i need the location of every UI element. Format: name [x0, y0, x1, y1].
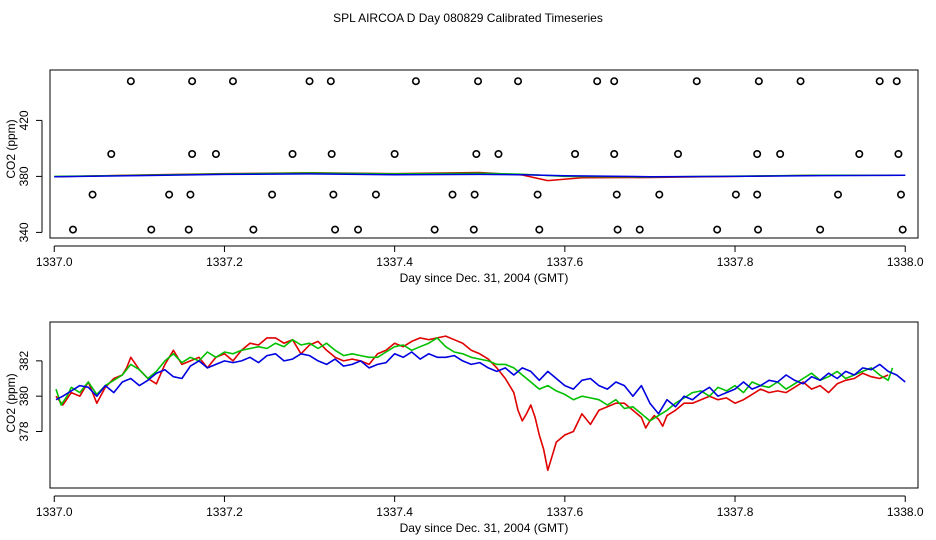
- scatter-point: [635, 225, 644, 234]
- x-tick-label: 1337.2: [206, 255, 243, 269]
- series-line-red: [55, 335, 889, 472]
- scatter-point: [126, 77, 135, 86]
- scatter-point: [713, 225, 722, 234]
- scatter-point: [147, 225, 156, 234]
- x-tick-label: 1338.0: [887, 255, 924, 269]
- plot-frame: [49, 321, 919, 489]
- bottom-panel-xlabel: Day since Dec. 31, 2004 (GMT): [400, 521, 569, 535]
- scatter-point: [390, 150, 399, 159]
- scatter-point: [165, 190, 174, 199]
- scatter-point: [305, 77, 314, 86]
- scatter-point: [107, 150, 116, 159]
- scatter-point: [326, 77, 335, 86]
- x-tick-label: 1337.8: [717, 255, 754, 269]
- x-tick-label: 1337.4: [376, 505, 413, 519]
- scatter-point: [535, 225, 544, 234]
- top-panel-ylabel: CO2 (ppm): [4, 119, 18, 178]
- scatter-point: [354, 225, 363, 234]
- x-tick-label: 1337.0: [36, 505, 73, 519]
- series-line-blue: [54, 173, 906, 178]
- scatter-point: [249, 225, 258, 234]
- top-panel: 1337.0 1337.2 1337.4 1337.6 1337.8 1338.0 340 3…: [17, 69, 924, 269]
- scatter-point: [228, 77, 237, 86]
- scatter-point: [834, 190, 843, 199]
- top-panel-xlabel: Day since Dec. 31, 2004 (GMT): [400, 271, 569, 285]
- bottom-panel: 1337.0 1337.2 1337.4 1337.6 1337.8 1338.0 378 3…: [17, 321, 924, 519]
- scatter-point: [796, 77, 805, 86]
- series-line-green: [55, 337, 894, 422]
- scatter-point: [731, 190, 740, 199]
- scatter-point: [331, 225, 340, 234]
- scatter-point: [430, 225, 439, 234]
- scatter-point: [188, 77, 197, 86]
- scatter-point: [371, 190, 380, 199]
- scatter-point: [448, 190, 457, 199]
- bottom-panel-ylabel: CO2 (ppm): [4, 373, 18, 432]
- scatter-point: [186, 190, 195, 199]
- scatter-point: [610, 77, 619, 86]
- scatter-point: [188, 150, 197, 159]
- x-tick-label: 1338.0: [887, 505, 924, 519]
- scatter-point: [894, 150, 903, 159]
- x-tick-label: 1337.0: [36, 255, 73, 269]
- x-tick-label: 1337.2: [206, 505, 243, 519]
- scatter-point: [494, 150, 503, 159]
- scatter-point: [898, 225, 907, 234]
- scatter-point: [610, 150, 619, 159]
- scatter-point: [88, 190, 97, 199]
- scatter-point: [470, 190, 479, 199]
- scatter-point: [184, 225, 193, 234]
- scatter-point: [268, 190, 277, 199]
- scatter-point: [753, 190, 762, 199]
- y-tick-label: 420: [17, 110, 31, 130]
- scatter-point: [875, 77, 884, 86]
- plot-frame: [49, 69, 919, 239]
- scatter-point: [472, 150, 481, 159]
- y-tick-label: 380: [17, 166, 31, 186]
- scatter-point: [593, 77, 602, 86]
- scatter-point: [612, 190, 621, 199]
- scatter-point: [469, 225, 478, 234]
- scatter-point: [674, 150, 683, 159]
- scatter-point: [288, 150, 297, 159]
- x-tick-label: 1337.8: [717, 505, 754, 519]
- y-tick-label: 378: [17, 421, 31, 441]
- y-tick-label: 382: [17, 351, 31, 371]
- scatter-point: [613, 225, 622, 234]
- scatter-point: [896, 190, 905, 199]
- x-tick-label: 1337.4: [376, 255, 413, 269]
- scatter-point: [892, 77, 901, 86]
- chart-title: SPL AIRCOA D Day 080829 Calibrated Times…: [333, 11, 603, 25]
- y-tick-label: 340: [17, 222, 31, 242]
- scatter-point: [753, 150, 762, 159]
- scatter-point: [776, 150, 785, 159]
- x-tick-label: 1337.6: [546, 255, 583, 269]
- x-tick-label: 1337.6: [546, 505, 583, 519]
- scatter-point: [754, 225, 763, 234]
- scatter-point: [411, 77, 420, 86]
- scatter-point: [327, 150, 336, 159]
- scatter-point: [329, 190, 338, 199]
- scatter-point: [655, 190, 664, 199]
- scatter-point: [754, 77, 763, 86]
- scatter-point: [514, 77, 523, 86]
- scatter-point: [211, 150, 220, 159]
- scatter-point: [816, 225, 825, 234]
- y-tick-label: 380: [17, 386, 31, 406]
- scatter-point: [855, 150, 864, 159]
- scatter-point: [533, 190, 542, 199]
- series-line-blue: [55, 351, 906, 415]
- scatter-point: [68, 225, 77, 234]
- scatter-point: [571, 150, 580, 159]
- scatter-point: [474, 77, 483, 86]
- scatter-point: [692, 77, 701, 86]
